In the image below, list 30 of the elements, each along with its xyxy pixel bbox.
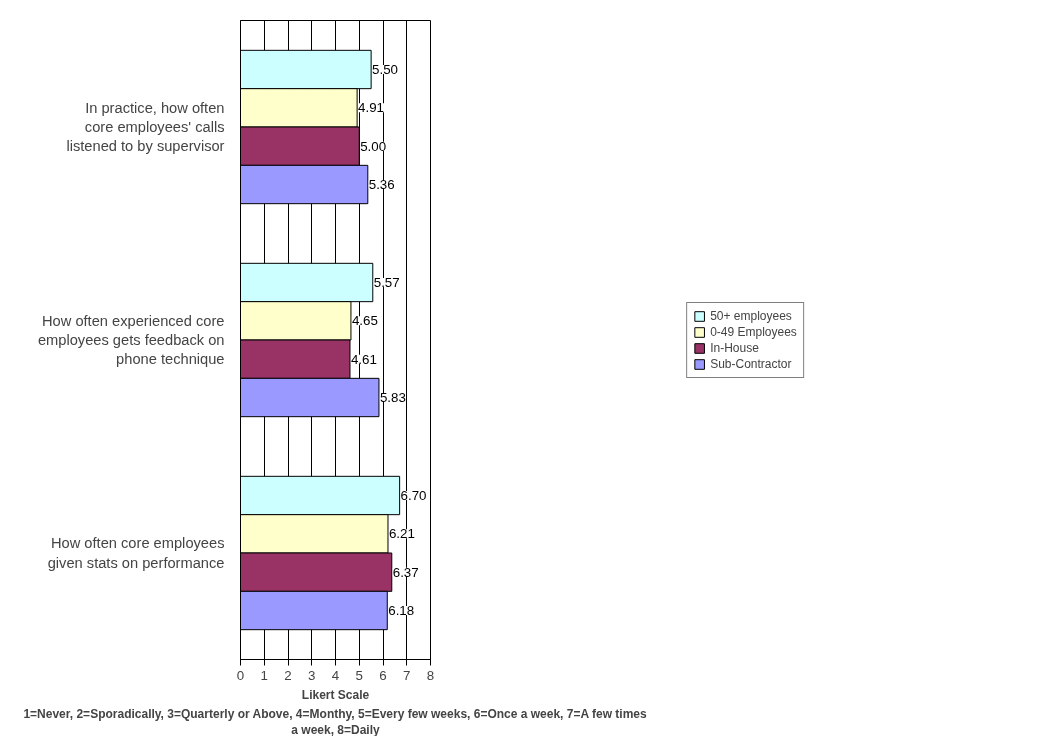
data-label: 5.36 bbox=[368, 177, 395, 193]
y-tick-label: In practice, how often core employees' calls listened to by supervisor bbox=[66, 99, 225, 155]
data-label: 5.50 bbox=[372, 61, 399, 77]
data-label: 4.91 bbox=[358, 100, 385, 116]
y-tick-label: How often experienced core employees gets feedback on phone technique bbox=[37, 312, 225, 368]
x-tick-label: 6 bbox=[379, 667, 387, 683]
x-tick-label: 1 bbox=[260, 667, 268, 683]
legend-label: In-House bbox=[710, 340, 759, 355]
x-tick-label: 4 bbox=[331, 667, 340, 683]
data-label: 5.57 bbox=[373, 274, 400, 290]
legend-label: 0-49 Employees bbox=[710, 324, 797, 339]
data-label: 6.21 bbox=[388, 526, 415, 542]
x-axis-title: Likert Scale bbox=[301, 687, 370, 702]
x-tick-label: 2 bbox=[284, 667, 292, 683]
y-tick-label: How often core employees given stats on performance bbox=[47, 535, 225, 571]
x-tick-label: 0 bbox=[236, 667, 245, 683]
data-label: 6.37 bbox=[392, 564, 419, 580]
data-label: 4.61 bbox=[350, 351, 377, 367]
x-tick-label: 7 bbox=[403, 667, 411, 683]
x-tick-label: 3 bbox=[308, 667, 316, 683]
x-tick-label: 5 bbox=[355, 667, 363, 683]
legend-label: Sub-Contractor bbox=[710, 356, 792, 371]
data-label: 6.70 bbox=[400, 487, 427, 503]
data-label: 6.18 bbox=[388, 603, 415, 619]
legend-label: 50+ employees bbox=[710, 308, 792, 323]
x-tick-label: 8 bbox=[426, 667, 435, 683]
data-label: 4.65 bbox=[351, 313, 378, 329]
data-label: 5.83 bbox=[379, 390, 406, 406]
text: 1=Never, 2=Sporadically, 3=Quarterly or Above, 4=Monthy, 5=Every few weeks, 6=Once a week, 7=A few times a week, 8=Daily bbox=[23, 706, 648, 737]
data-label: 5.00 bbox=[360, 138, 387, 154]
